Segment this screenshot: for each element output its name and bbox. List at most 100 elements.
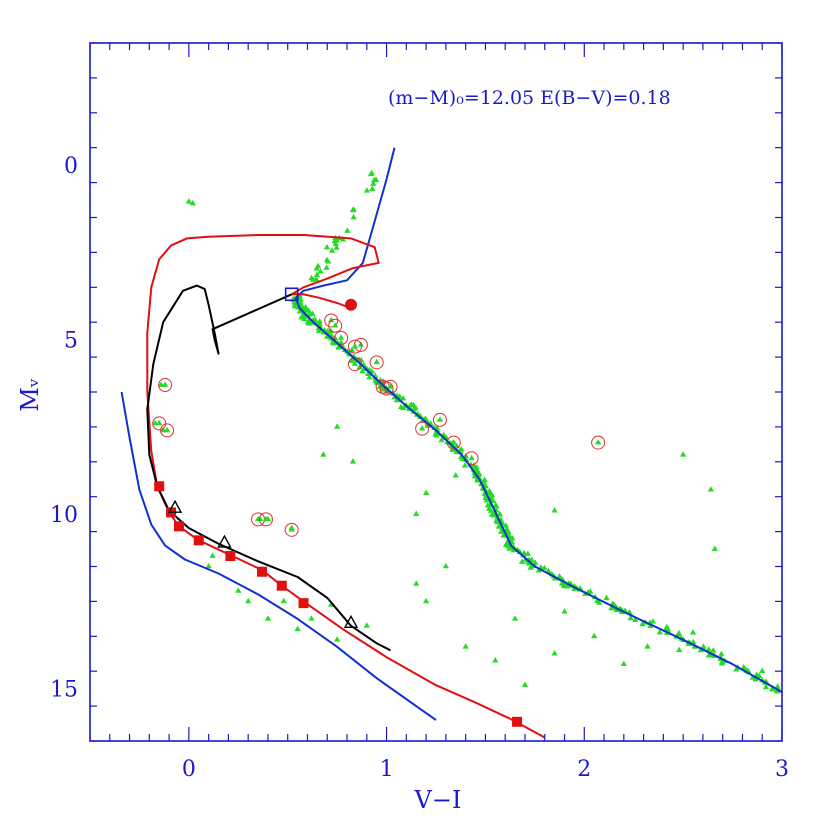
main-sequence-star — [632, 616, 639, 623]
main-sequence-star — [298, 314, 305, 320]
main-sequence-star — [504, 527, 511, 533]
main-sequence-star — [649, 618, 657, 624]
main-sequence-star — [368, 368, 376, 374]
giant-branch-star — [313, 265, 320, 271]
main-sequence-star — [700, 643, 707, 649]
main-sequence-star — [412, 404, 419, 410]
field-star — [759, 667, 766, 673]
field-star — [320, 451, 327, 457]
field-star — [492, 657, 499, 663]
red-square-marker — [512, 716, 523, 727]
main-sequence-star — [718, 650, 725, 657]
x-tick-label: 3 — [775, 757, 789, 782]
open-square-marker — [284, 287, 299, 302]
field-star — [294, 625, 301, 632]
field-star — [620, 660, 627, 667]
circled-star — [450, 439, 457, 445]
giant-branch-star — [310, 276, 317, 282]
red-dot-marker — [344, 298, 357, 311]
field-star — [591, 632, 598, 639]
main-sequence-star — [527, 564, 535, 570]
circled-star-ring — [328, 318, 343, 333]
main-sequence-star — [433, 424, 441, 431]
field-star — [422, 597, 430, 604]
circled-star-ring — [158, 378, 173, 393]
main-sequence-star — [541, 564, 548, 571]
field-star — [158, 381, 165, 387]
circled-star-ring — [591, 435, 606, 450]
main-sequence-star — [306, 311, 313, 317]
circled-star-ring — [324, 313, 339, 328]
field-star — [245, 597, 252, 604]
giant-branch-star — [317, 268, 324, 274]
circled-star-ring — [347, 339, 362, 354]
field-star — [413, 510, 420, 516]
field-star — [680, 451, 687, 457]
plot-frame — [89, 42, 783, 742]
x-tick-label: 1 — [380, 757, 394, 782]
main-sequence-star — [528, 556, 536, 563]
distance-reddening-annotation: (m−M)₀=12.05 E(B−V)=0.18 — [388, 87, 671, 109]
red-square-marker — [257, 566, 268, 577]
main-sequence-star — [488, 511, 496, 517]
giant-branch-star — [313, 271, 321, 277]
field-star — [152, 419, 159, 426]
field-star — [707, 486, 714, 492]
giant-branch-star — [323, 264, 330, 270]
field-star — [205, 562, 212, 569]
field-star — [644, 643, 651, 649]
field-star — [334, 423, 341, 429]
giant-branch-star — [333, 244, 340, 250]
circled-star — [436, 416, 444, 422]
circled-star — [262, 515, 270, 522]
circled-star-ring — [160, 423, 175, 438]
giant-branch-star — [332, 240, 339, 247]
giant-branch-star — [325, 258, 332, 264]
main-sequence-star — [500, 532, 507, 538]
circled-star-ring — [369, 355, 384, 370]
giant-branch-star — [368, 169, 375, 176]
y-tick-label: 5 — [64, 329, 78, 354]
field-star — [521, 681, 529, 687]
giant-branch-star — [333, 237, 341, 243]
red-square-marker — [276, 580, 287, 591]
circled-star — [332, 322, 339, 328]
field-star — [264, 615, 272, 621]
main-sequence-star — [408, 401, 415, 407]
main-sequence-star — [496, 511, 503, 517]
black-triangle-marker — [167, 499, 183, 513]
circled-star-ring — [258, 512, 273, 527]
circled-star — [373, 358, 380, 365]
black-triangle-marker — [343, 614, 359, 629]
main-sequence-star — [710, 647, 717, 653]
giant-branch-star — [369, 185, 376, 191]
circled-star — [162, 381, 169, 387]
circled-star — [156, 419, 163, 426]
field-star — [676, 646, 683, 653]
plot-layer — [120, 147, 783, 739]
field-star — [442, 562, 450, 569]
field-star — [561, 608, 568, 614]
main-sequence-star — [309, 310, 316, 316]
main-sequence-star — [397, 403, 405, 410]
red-square-marker — [154, 481, 165, 492]
field-star — [551, 650, 558, 656]
giant-branch-star — [323, 243, 331, 250]
main-sequence-star — [627, 614, 634, 621]
giant-branch-star — [349, 206, 356, 213]
giant-branch-star — [363, 187, 371, 193]
label-layer: (m−M)₀=12.05 E(B−V)=0.18 V−I Mᵥ — [16, 87, 671, 814]
field-star — [280, 597, 287, 604]
red-square-marker — [298, 598, 309, 609]
main-sequence-star — [492, 501, 499, 508]
circled-star-ring — [432, 412, 447, 427]
y-tick-label: 0 — [64, 154, 78, 179]
main-sequence-star — [753, 671, 760, 677]
circled-star — [387, 383, 394, 389]
field-star — [711, 545, 718, 551]
red-square-marker — [193, 535, 204, 546]
giant-branch-star — [350, 213, 357, 220]
main-sequence-star — [432, 430, 439, 436]
